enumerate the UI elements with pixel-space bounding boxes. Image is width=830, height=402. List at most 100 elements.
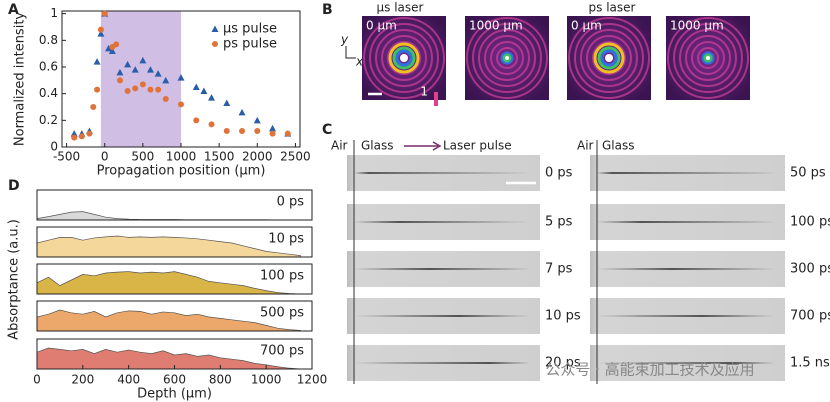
image-label: 0 μm	[571, 19, 602, 33]
data-point	[131, 66, 139, 73]
data-point	[162, 76, 170, 84]
data-point	[192, 83, 200, 90]
core-ring	[388, 42, 420, 74]
ring	[375, 29, 433, 87]
x-tick-label: 200	[71, 373, 94, 387]
time-label: 5 ps	[545, 215, 573, 230]
pulse-trace	[354, 172, 530, 174]
x-axis-label: Depth (μm)	[137, 387, 212, 402]
data-point	[178, 101, 184, 108]
data-point	[193, 117, 200, 124]
ring	[381, 35, 427, 81]
y-axis-label: Absorptance (a.u.)	[7, 219, 22, 340]
ring	[568, 17, 650, 99]
data-point	[208, 94, 216, 101]
axis-glyph	[345, 46, 356, 59]
x-tick-label: 1000	[251, 373, 282, 387]
legend-label: ps pulse	[223, 37, 277, 52]
data-point	[147, 86, 154, 93]
data-point	[162, 96, 169, 102]
panel-label: 10 ps	[268, 232, 304, 247]
core	[605, 54, 613, 62]
x-tick-label: 1000	[166, 150, 197, 164]
core-ring	[502, 53, 512, 63]
header: Air	[577, 139, 594, 153]
time-label: 700 ps	[790, 309, 830, 324]
ring	[574, 23, 644, 93]
data-point	[154, 70, 162, 77]
y-tick-label: 0.4	[39, 86, 58, 100]
ring	[387, 41, 421, 75]
ring	[679, 29, 737, 87]
watermark: 公众号 · 高能束加工技术及应用	[545, 361, 754, 379]
data-point	[116, 77, 123, 84]
time-label: 50 ps	[790, 166, 826, 181]
pulse-trace	[597, 172, 775, 174]
data-point	[90, 104, 97, 110]
time-label: 7 ps	[545, 262, 573, 277]
ring	[484, 35, 530, 81]
data-point	[223, 99, 231, 106]
data-point	[113, 41, 120, 48]
x-tick-label: 500	[131, 150, 154, 164]
colorbar-label: 0	[420, 99, 428, 113]
pulse-trace	[597, 362, 775, 364]
x-tick-label: 800	[209, 373, 232, 387]
data-point	[223, 128, 230, 134]
panel-frame	[36, 263, 313, 295]
ring	[466, 17, 548, 99]
image-label: 1000 μm	[469, 19, 523, 33]
core-ring	[593, 42, 625, 74]
x-tick-label: 2000	[242, 150, 273, 164]
x-tick-label: 400	[117, 373, 140, 387]
legend-label: μs pulse	[223, 22, 277, 37]
x-tick-label: 1200	[297, 373, 328, 387]
ring	[592, 41, 626, 75]
time-label: 1.5 ns	[790, 356, 830, 371]
data-point	[269, 124, 277, 132]
panel-label: 700 ps	[260, 344, 304, 359]
y-tick-label: 0.6	[39, 60, 58, 74]
ring	[673, 23, 743, 93]
data-point	[238, 108, 246, 116]
data-point	[108, 47, 116, 54]
core	[505, 56, 509, 60]
core-ring	[703, 53, 713, 63]
ring	[490, 41, 524, 75]
data-point	[208, 121, 215, 128]
ring	[685, 35, 731, 81]
panel-label: B	[322, 2, 333, 18]
time-label: 300 ps	[790, 262, 830, 277]
pulse-trace	[354, 315, 530, 317]
panel-frame	[36, 226, 313, 258]
data-point	[139, 56, 147, 64]
panel-label: 500 ps	[260, 306, 304, 321]
y-tick-label: 0.2	[39, 113, 58, 127]
data-point	[116, 68, 124, 76]
data-point	[124, 88, 131, 94]
data-point	[139, 81, 146, 88]
time-label: 100 ps	[790, 215, 830, 230]
ring	[580, 29, 638, 87]
area	[36, 309, 301, 332]
data-point	[177, 74, 185, 81]
panel-label: A	[8, 2, 19, 18]
pulse-trace	[597, 268, 775, 270]
data-point	[155, 86, 162, 93]
header: Glass	[361, 139, 394, 153]
legend-marker	[212, 41, 218, 47]
data-point	[239, 128, 246, 134]
data-point	[78, 133, 85, 140]
data-point	[146, 66, 154, 73]
y-tick-label: 0.8	[39, 33, 58, 47]
panel-b-title: μs laser	[377, 1, 424, 15]
data-point	[70, 130, 78, 137]
pulse-trace	[354, 221, 530, 223]
time-label: 0 ps	[545, 166, 573, 181]
x-tick-label: 0	[33, 373, 41, 387]
core-ring	[701, 51, 715, 65]
panel-frame	[36, 189, 313, 221]
pulse-trace	[597, 221, 775, 223]
axis-symbol: y	[340, 33, 349, 47]
